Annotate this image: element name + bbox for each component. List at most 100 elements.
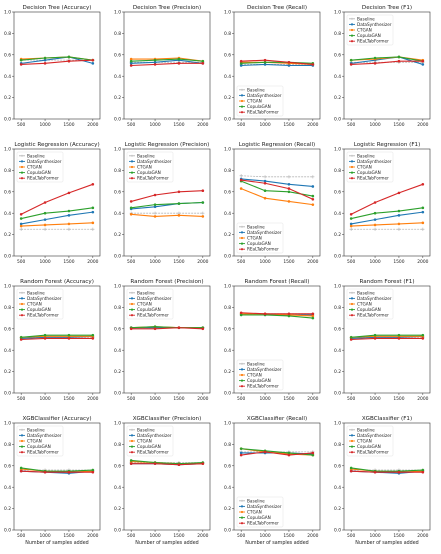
data-point-ctgan (349, 224, 353, 228)
data-point-baseline (43, 227, 47, 231)
data-point-copulagan (239, 313, 243, 317)
legend-marker (240, 505, 244, 508)
y-tick-label: 0.2 (114, 506, 121, 512)
data-point-ctgan (91, 221, 95, 225)
legend-marker (241, 88, 243, 91)
data-point-realtabformer (311, 451, 315, 455)
y-tick-label: 1.0 (334, 284, 341, 290)
y-tick-label: 0.2 (224, 232, 231, 238)
data-point-datasynthesizer (43, 218, 47, 221)
x-tick-label: 2000 (87, 122, 98, 128)
x-tick-label: 500 (237, 533, 246, 539)
data-point-realtabformer (239, 311, 243, 315)
data-point-copulagan (421, 206, 425, 210)
legend-marker (131, 154, 133, 157)
data-point-realtabformer (373, 62, 377, 65)
y-tick-label: 1.0 (224, 284, 231, 290)
x-tick-label: 1000 (149, 533, 160, 539)
data-point-realtabformer (397, 470, 401, 474)
series-line-realtabformer (351, 337, 423, 341)
y-tick-label: 0.8 (114, 305, 121, 311)
data-point-realtabformer (287, 187, 291, 190)
data-point-ctgan (263, 196, 267, 200)
x-tick-label: 2000 (197, 122, 208, 128)
legend-marker (350, 439, 354, 443)
data-point-ctgan (67, 222, 71, 226)
data-point-baseline (287, 175, 291, 179)
series-line-copulagan (241, 314, 313, 319)
data-point-datasynthesizer (373, 218, 377, 221)
y-tick-label: 0.6 (114, 52, 121, 58)
x-tick-label: 2000 (197, 396, 208, 402)
data-point-realtabformer (43, 201, 47, 204)
y-tick-label: 1.0 (334, 10, 341, 16)
series-line-copulagan (21, 334, 93, 338)
subplot-3: Decision Tree (F1) 0.0 0.2 0.4 0.6 0.8 1.0 500 1… (334, 5, 431, 128)
data-point-copulagan (43, 333, 47, 337)
legend-label: CTGAN (137, 439, 152, 444)
subplot-14: XGBClassifier (Recall) 0.0 0.2 0.4 0.6 0.8 1.0… (224, 416, 321, 546)
data-point-realtabformer (201, 189, 205, 193)
legend-label: Baseline (27, 153, 45, 158)
data-point-copulagan (91, 468, 95, 472)
y-tick-label: 0.4 (114, 485, 121, 491)
y-tick-label: 0.0 (334, 391, 341, 397)
series-line-realtabformer (241, 179, 314, 200)
data-point-realtabformer (287, 60, 291, 64)
subplot-7: Logistic Regression (F1) 0.0 0.2 0.4 0.6 0.8 1… (334, 142, 431, 265)
legend-label: CopulaGAN (137, 307, 161, 312)
legend-marker (130, 160, 134, 163)
legend-marker (240, 516, 244, 519)
legend-label: DataSynthesizer (137, 296, 172, 301)
y-tick-label: 1.0 (224, 10, 231, 16)
data-point-realtabformer (43, 337, 47, 340)
data-point-realtabformer (153, 327, 157, 331)
data-point-realtabformer (263, 58, 267, 62)
y-tick-label: 0.8 (4, 442, 11, 448)
y-tick-label: 0.4 (114, 211, 121, 217)
legend-marker (240, 248, 244, 251)
data-point-realtabformer (373, 337, 377, 340)
legend-marker (130, 314, 134, 317)
data-point-realtabformer (153, 193, 157, 197)
legend-marker (130, 165, 134, 169)
y-tick-label: 0.2 (4, 95, 11, 101)
legend-marker (241, 225, 243, 228)
legend-label: CTGAN (357, 165, 372, 170)
series-line-ctgan (240, 188, 313, 206)
legend-label: REaLTabFormer (357, 450, 389, 455)
data-point-realtabformer (177, 62, 181, 65)
legend-box (236, 496, 284, 528)
legend-marker (21, 428, 23, 431)
data-point-copulagan (19, 336, 23, 339)
legend-marker (131, 428, 133, 431)
data-point-realtabformer (421, 337, 425, 340)
legend-label: REaLTabFormer (247, 384, 279, 389)
y-tick-label: 0.8 (334, 442, 341, 448)
legend: BaselineDataSynthesizerCTGANCopulaGANREa… (236, 359, 284, 391)
legend-box (16, 151, 64, 183)
legend-label: DataSynthesizer (27, 296, 62, 301)
data-point-copulagan (177, 202, 181, 205)
series-line-ctgan (131, 213, 203, 217)
data-point-datasynthesizer (397, 214, 401, 217)
series-line-copulagan (21, 467, 93, 472)
data-point-ctgan (373, 223, 377, 227)
legend-label: REaLTabFormer (27, 176, 59, 181)
legend-label: REaLTabFormer (137, 450, 169, 455)
data-point-baseline (263, 175, 267, 179)
legend-label: Baseline (357, 427, 375, 432)
data-point-copulagan (43, 56, 47, 60)
legend-label: CopulaGAN (247, 104, 271, 109)
data-point-copulagan (287, 451, 291, 455)
legend-label: Baseline (27, 427, 45, 432)
y-tick-label: 0.6 (4, 463, 11, 469)
subplot-title: XGBClassifier (Recall) (247, 416, 307, 422)
x-tick-label: 1500 (283, 396, 294, 402)
x-tick-label: 500 (17, 396, 26, 402)
legend-box (126, 151, 174, 183)
legend-box (16, 425, 64, 457)
legend: BaselineDataSynthesizerCTGANCopulaGANREa… (126, 425, 174, 457)
data-point-realtabformer (349, 338, 353, 341)
